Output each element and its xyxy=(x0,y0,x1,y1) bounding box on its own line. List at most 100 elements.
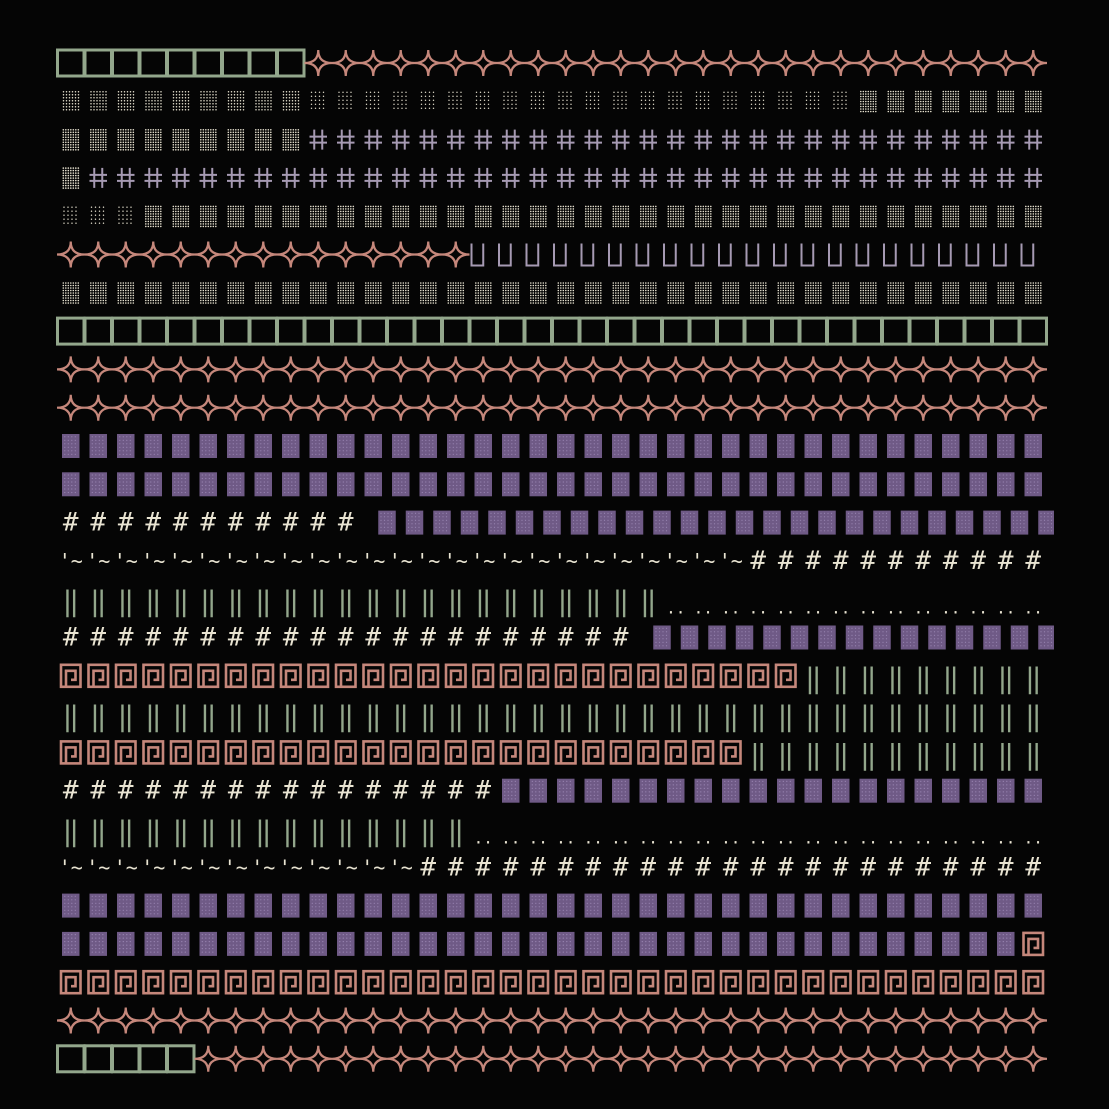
dot xyxy=(297,136,300,139)
dot xyxy=(837,99,839,102)
dot xyxy=(265,205,267,208)
dot xyxy=(432,205,435,208)
cream-solid-cell xyxy=(887,90,905,113)
mauve-bar-cell xyxy=(498,243,512,267)
dot xyxy=(75,149,77,151)
dot xyxy=(477,210,480,213)
cream-solid-cell xyxy=(695,205,712,228)
dot xyxy=(130,289,132,292)
dot xyxy=(895,93,897,95)
dot xyxy=(270,302,272,304)
dot xyxy=(312,215,315,218)
dot xyxy=(345,213,347,215)
dot xyxy=(130,282,132,284)
dot xyxy=(202,134,205,136)
dot xyxy=(922,95,925,98)
dot xyxy=(833,99,835,102)
dot xyxy=(980,225,982,228)
dot xyxy=(945,210,947,213)
dot xyxy=(930,98,932,100)
dot xyxy=(597,223,600,225)
dot xyxy=(72,184,75,187)
mauve-cross-cell xyxy=(1024,129,1042,150)
dot xyxy=(567,215,570,218)
cream-solid-cell xyxy=(860,90,877,113)
dot xyxy=(897,215,900,218)
dot xyxy=(264,100,266,102)
dot xyxy=(695,103,698,106)
dot xyxy=(92,144,95,146)
dot xyxy=(212,297,215,299)
dot xyxy=(1002,208,1005,210)
dot xyxy=(647,225,650,228)
dot xyxy=(187,129,190,131)
dot xyxy=(875,208,877,210)
dot xyxy=(262,284,265,287)
dot xyxy=(127,299,130,302)
dot xyxy=(731,95,733,98)
dot xyxy=(452,107,454,110)
dot xyxy=(892,98,895,100)
dot xyxy=(130,214,132,216)
dot xyxy=(292,223,295,225)
dot xyxy=(677,218,680,220)
dot xyxy=(187,297,190,299)
dot xyxy=(71,91,74,93)
dot xyxy=(97,146,100,149)
dot xyxy=(480,210,482,213)
dot xyxy=(950,98,952,100)
dot xyxy=(345,225,347,228)
dot xyxy=(393,95,395,98)
dot xyxy=(295,141,297,144)
dot xyxy=(260,299,262,302)
dot xyxy=(705,225,707,228)
dot xyxy=(560,225,562,228)
dot xyxy=(507,225,510,228)
dot xyxy=(210,302,212,304)
dot xyxy=(312,213,315,215)
dot xyxy=(352,205,355,208)
dot xyxy=(120,294,122,297)
dot xyxy=(180,302,182,304)
dot xyxy=(945,93,947,95)
dot xyxy=(98,214,101,216)
dot xyxy=(372,208,375,210)
dot xyxy=(122,131,125,134)
dot xyxy=(785,215,787,218)
dot xyxy=(650,225,652,228)
dot xyxy=(233,100,236,102)
cream-dense-cell xyxy=(255,91,272,111)
dot xyxy=(890,220,892,223)
dot xyxy=(282,94,285,96)
dot xyxy=(70,149,72,151)
dot xyxy=(917,98,920,100)
dot xyxy=(1025,103,1027,105)
dot xyxy=(507,218,510,220)
dot xyxy=(982,215,985,218)
dot xyxy=(200,146,202,149)
dot xyxy=(1032,220,1035,223)
dot xyxy=(157,297,160,299)
dot xyxy=(620,225,622,228)
dot xyxy=(807,213,810,215)
dot xyxy=(762,95,765,98)
dot xyxy=(205,220,207,223)
dot xyxy=(117,91,120,93)
dot xyxy=(130,131,132,134)
dot xyxy=(267,100,269,102)
dot xyxy=(282,149,285,151)
dot xyxy=(200,139,202,141)
dot xyxy=(428,91,431,94)
dot xyxy=(1010,103,1012,105)
dot xyxy=(65,294,67,297)
dot xyxy=(257,146,260,149)
dot xyxy=(477,213,480,215)
dot xyxy=(185,220,187,223)
dot xyxy=(680,107,682,110)
dot xyxy=(613,91,615,94)
dot xyxy=(650,210,652,213)
dot xyxy=(227,218,230,220)
dot xyxy=(207,131,210,134)
dot xyxy=(535,213,537,215)
dot xyxy=(542,91,545,94)
